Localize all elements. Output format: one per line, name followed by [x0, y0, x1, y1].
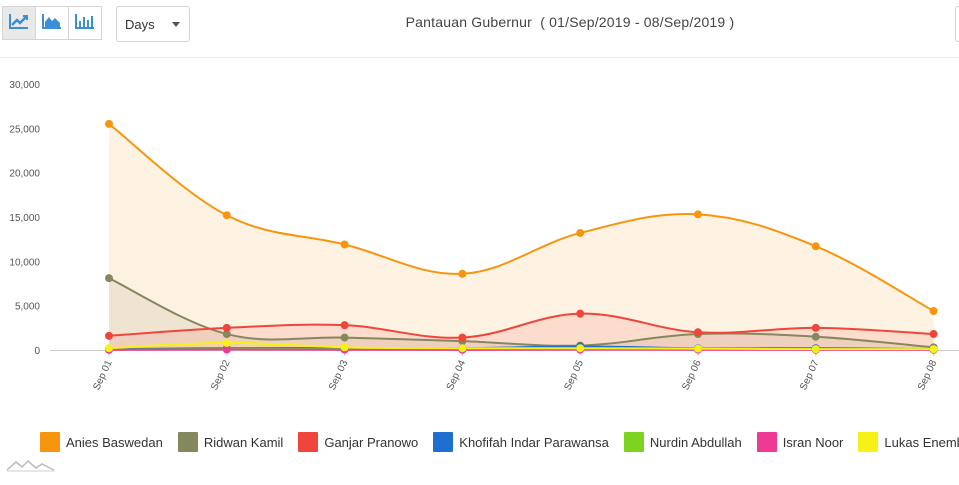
legend-item[interactable]: Isran Noor — [756, 432, 844, 452]
data-point[interactable] — [340, 333, 349, 342]
data-point[interactable] — [576, 309, 585, 318]
legend-label: Khofifah Indar Parawansa — [459, 434, 609, 450]
x-tick-label: Sep 07 — [798, 358, 822, 392]
data-point[interactable] — [340, 321, 349, 330]
legend-item[interactable]: Khofifah Indar Parawansa — [433, 432, 609, 452]
header-divider — [0, 57, 959, 58]
legend-label: Isran Noor — [782, 434, 844, 450]
data-point[interactable] — [458, 344, 467, 353]
data-point[interactable] — [105, 331, 113, 340]
series-line — [108, 312, 934, 339]
y-tick-label: 0 — [34, 346, 40, 357]
x-tick-label: Sep 05 — [563, 358, 587, 392]
toolbar-button-edge[interactable] — [955, 6, 959, 42]
area-chart-icon — [41, 12, 63, 35]
legend-item[interactable]: Lukas Enembe — [858, 432, 959, 452]
legend-label: Anies Baswedan — [66, 434, 163, 450]
legend-item[interactable]: Ganjar Pranowo — [298, 432, 418, 452]
legend-item[interactable]: Ridwan Kamil — [177, 432, 284, 452]
data-point[interactable] — [222, 345, 231, 354]
legend-label: Nurdin Abdullah — [649, 434, 742, 450]
chart-title: Pantauan Gubernur ( 01/Sep/2019 - 08/Sep… — [405, 14, 735, 30]
data-point[interactable] — [929, 330, 938, 339]
data-point[interactable] — [929, 345, 938, 354]
y-tick-label: 5,000 — [15, 302, 40, 313]
logo-icon — [6, 458, 56, 477]
data-point[interactable] — [458, 333, 467, 342]
data-point[interactable] — [105, 274, 113, 283]
data-point[interactable] — [458, 269, 467, 278]
y-tick-label: 25,000 — [9, 124, 40, 135]
legend-swatch — [433, 432, 454, 452]
line-chart-button[interactable] — [2, 6, 36, 40]
period-select[interactable]: Days — [116, 6, 190, 42]
x-tick-label: Sep 08 — [916, 358, 940, 392]
bar-chart-icon — [74, 12, 96, 35]
data-point[interactable] — [105, 119, 113, 128]
x-tick-label: Sep 01 — [91, 358, 115, 392]
data-point[interactable] — [576, 344, 585, 353]
legend-label: Ridwan Kamil — [203, 434, 284, 450]
legend-item[interactable]: Anies Baswedan — [40, 432, 163, 452]
series-area — [109, 313, 934, 350]
data-point[interactable] — [811, 345, 820, 354]
x-tick-label: Sep 03 — [327, 358, 351, 392]
line-chart-icon — [8, 12, 30, 35]
y-tick-label: 20,000 — [9, 169, 40, 180]
data-point[interactable] — [811, 323, 820, 332]
data-point[interactable] — [222, 211, 231, 220]
chart-type-toolbar — [2, 6, 102, 40]
series-line — [108, 341, 934, 351]
data-point[interactable] — [694, 344, 702, 353]
legend-label: Lukas Enembe — [884, 434, 959, 450]
data-point[interactable] — [222, 330, 231, 339]
series-area — [109, 123, 934, 351]
legend-swatch — [623, 432, 644, 452]
y-tick-label: 10,000 — [9, 257, 40, 268]
bar-chart-button[interactable] — [68, 6, 102, 40]
chevron-down-icon — [172, 22, 180, 27]
x-tick-label: Sep 02 — [209, 358, 233, 392]
data-point[interactable] — [222, 338, 231, 347]
data-point[interactable] — [811, 242, 820, 251]
x-tick-label: Sep 06 — [680, 358, 704, 392]
legend-label: Ganjar Pranowo — [324, 434, 419, 450]
data-point[interactable] — [694, 328, 702, 337]
legend-swatch — [177, 432, 198, 452]
y-tick-label: 15,000 — [9, 213, 40, 224]
data-point[interactable] — [340, 343, 349, 352]
period-select-value: Days — [125, 16, 155, 32]
data-point[interactable] — [222, 323, 231, 332]
data-point[interactable] — [929, 306, 938, 315]
area-chart-button[interactable] — [35, 6, 69, 40]
legend-swatch — [858, 432, 879, 452]
data-point[interactable] — [105, 344, 113, 353]
legend-swatch — [298, 432, 319, 452]
data-point[interactable] — [576, 228, 585, 237]
legend-item[interactable]: Nurdin Abdullah — [623, 432, 742, 452]
chart-legend: Anies Baswedan Ridwan Kamil Ganjar Pranowo… — [40, 432, 959, 452]
area-chart: 0 5,000 10,000 15,000 20,000 25,000 30,000 Sep … — [9, 80, 959, 392]
data-point[interactable] — [694, 210, 702, 219]
data-point[interactable] — [340, 240, 349, 249]
x-tick-label: Sep 04 — [445, 358, 469, 392]
legend-swatch — [756, 432, 777, 452]
legend-swatch — [40, 432, 60, 452]
data-point[interactable] — [811, 332, 820, 341]
y-tick-label: 30,000 — [9, 80, 40, 91]
